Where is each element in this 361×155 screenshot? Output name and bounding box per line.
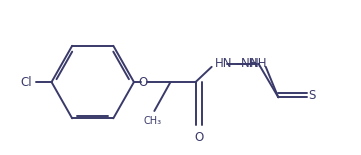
Text: S: S [309,89,316,102]
Text: O: O [138,76,148,89]
Text: NH: NH [250,57,268,70]
Text: NH: NH [241,57,258,70]
Text: CH₃: CH₃ [143,116,162,126]
Text: O: O [194,131,203,144]
Text: Cl: Cl [20,76,32,89]
Text: HN: HN [215,57,233,70]
